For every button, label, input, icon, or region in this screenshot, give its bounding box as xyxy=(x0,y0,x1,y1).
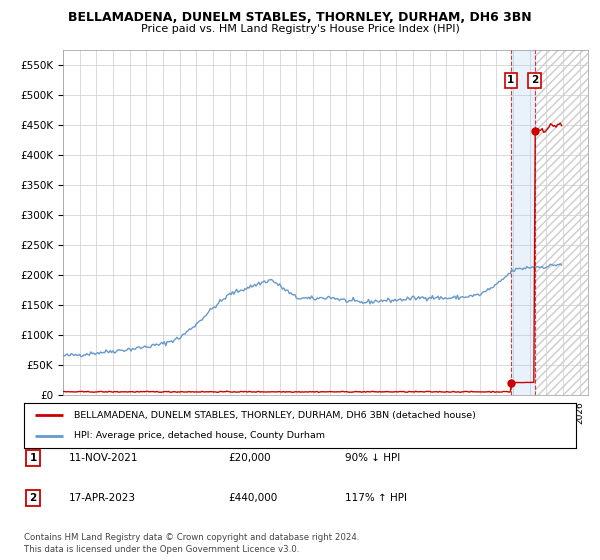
Text: BELLAMADENA, DUNELM STABLES, THORNLEY, DURHAM, DH6 3BN (detached house): BELLAMADENA, DUNELM STABLES, THORNLEY, D… xyxy=(74,411,476,420)
Text: 1: 1 xyxy=(29,453,37,463)
Bar xyxy=(535,50,588,395)
Text: 17-APR-2023: 17-APR-2023 xyxy=(69,493,136,503)
Text: 2: 2 xyxy=(29,493,37,503)
Text: £20,000: £20,000 xyxy=(228,453,271,463)
Bar xyxy=(511,50,535,395)
Text: 11-NOV-2021: 11-NOV-2021 xyxy=(69,453,139,463)
Text: 90% ↓ HPI: 90% ↓ HPI xyxy=(345,453,400,463)
Text: 2: 2 xyxy=(531,76,538,85)
Text: Contains HM Land Registry data © Crown copyright and database right 2024.
This d: Contains HM Land Registry data © Crown c… xyxy=(24,533,359,554)
Bar xyxy=(535,50,588,395)
Text: HPI: Average price, detached house, County Durham: HPI: Average price, detached house, Coun… xyxy=(74,431,325,440)
Text: Price paid vs. HM Land Registry's House Price Index (HPI): Price paid vs. HM Land Registry's House … xyxy=(140,24,460,34)
Text: £440,000: £440,000 xyxy=(228,493,277,503)
Text: BELLAMADENA, DUNELM STABLES, THORNLEY, DURHAM, DH6 3BN: BELLAMADENA, DUNELM STABLES, THORNLEY, D… xyxy=(68,11,532,24)
Text: 1: 1 xyxy=(507,76,514,85)
Text: 117% ↑ HPI: 117% ↑ HPI xyxy=(345,493,407,503)
